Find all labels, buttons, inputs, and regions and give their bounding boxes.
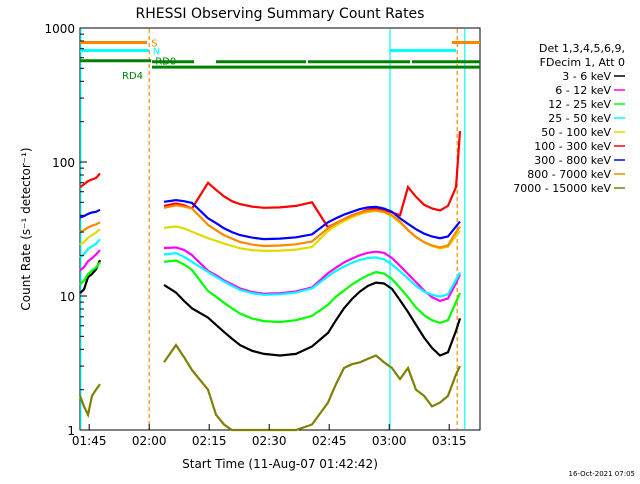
series-line-7-seg-1 [79, 208, 101, 219]
series-line-4-seg-1 [79, 238, 101, 258]
legend-label-4: 25 - 50 keV [548, 112, 611, 125]
series-line-3-seg-2 [163, 259, 462, 325]
series-line-7-seg-2 [163, 198, 461, 241]
flag-label-s: S [151, 38, 157, 49]
legend-label-9: 7000 - 15000 keV [513, 182, 611, 195]
legend-label-2: 6 - 12 keV [555, 84, 611, 97]
series-line-2-seg-1 [79, 249, 101, 272]
legend-label-5: 50 - 100 keV [541, 126, 611, 139]
series-line-3-seg-1 [79, 261, 101, 286]
x-tick-label-2: 02:00 [132, 434, 167, 448]
series-line-6-seg-1 [79, 172, 101, 189]
series-line-2-seg-2 [163, 246, 461, 303]
plot-frame [79, 27, 481, 431]
legend-label-1: 3 - 6 keV [562, 70, 611, 83]
x-axis: 01:45 02:00 02:15 02:30 02:45 03:00 03:15 [72, 424, 467, 448]
legend: Det 1,3,4,5,6,9,FDecim 1, Att 03 - 6 keV… [513, 42, 625, 195]
y-tick-label-3: 100 [52, 156, 75, 170]
plot-area: SNRD0RD4 [78, 27, 481, 432]
x-tick-label-3: 02:15 [192, 434, 227, 448]
series-line-5-seg-1 [79, 228, 101, 246]
series-line-9-seg-2 [163, 343, 461, 432]
series-line-4-seg-2 [163, 251, 461, 298]
series-line-8-seg-2 [163, 204, 461, 249]
y-tick-label-1: 1 [67, 424, 75, 438]
chart-title: RHESSI Observing Summary Count Rates [136, 6, 425, 22]
flag-label-n: N [153, 46, 160, 57]
x-axis-label: Start Time (11-Aug-07 01:42:42) [182, 457, 378, 471]
x-tick-label-7: 03:15 [432, 434, 467, 448]
series-line-8-seg-1 [79, 221, 101, 234]
series-line-6-seg-2 [163, 131, 462, 229]
y-axis-label: Count Rate (s⁻¹ detector⁻¹) [19, 147, 33, 310]
x-tick-label-4: 02:30 [252, 434, 287, 448]
x-tick-label-1: 01:45 [72, 434, 107, 448]
y-axis: 1 10 100 1000 [44, 22, 87, 438]
legend-header-1: Det 1,3,4,5,6,9, [539, 42, 625, 55]
y-tick-label-2: 10 [60, 290, 75, 304]
flag-label-rd4: RD4 [122, 71, 143, 82]
legend-header-2: FDecim 1, Att 0 [540, 56, 625, 69]
legend-label-7: 300 - 800 keV [534, 154, 611, 167]
x-tick-label-5: 02:45 [312, 434, 347, 448]
y-tick-label-4: 1000 [44, 22, 75, 36]
x-tick-label-6: 03:00 [372, 434, 407, 448]
series-line-9-seg-1 [78, 383, 101, 419]
timestamp: 16-Oct-2021 07:05 [569, 470, 635, 478]
legend-label-8: 800 - 7000 keV [527, 168, 611, 181]
series-line-1-seg-2 [163, 281, 462, 357]
series-line-5-seg-2 [163, 209, 461, 253]
legend-label-3: 12 - 25 keV [548, 98, 611, 111]
legend-label-6: 100 - 300 keV [534, 140, 611, 153]
